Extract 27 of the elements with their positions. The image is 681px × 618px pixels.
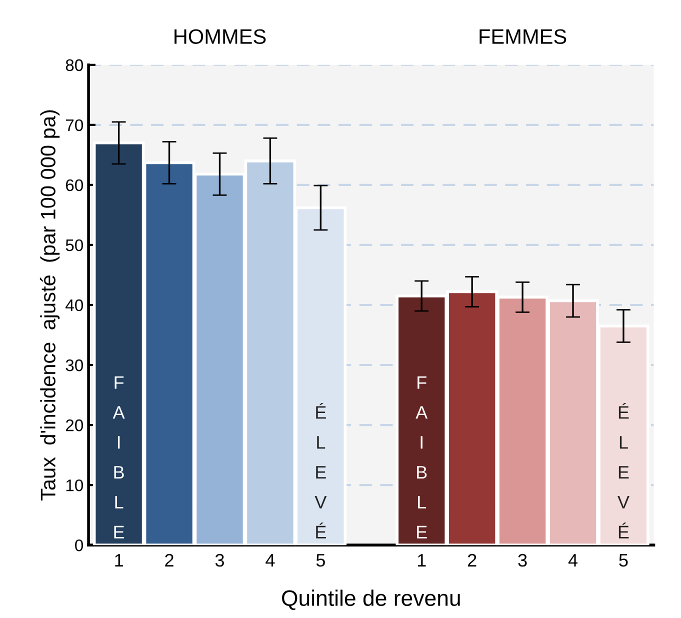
x-tick-label: 5 <box>619 554 628 567</box>
x-tick-label: 4 <box>568 554 578 566</box>
annotation: ÉLEVÉ <box>618 403 630 538</box>
text: FEMMES <box>480 29 566 44</box>
annotation: FAIBLE <box>416 376 428 538</box>
x-tick-label: 1 <box>115 554 123 566</box>
y-tick-label: 40 <box>66 299 84 312</box>
y-tick-label: 10 <box>66 479 84 492</box>
annotation: ÉLEVÉ <box>314 403 327 538</box>
x-tick-label: 5 <box>316 554 325 567</box>
y-tick-label: 30 <box>66 359 84 372</box>
x-tick-label: 1 <box>418 554 426 566</box>
y-tick-label: 60 <box>66 179 84 192</box>
y-tick-label: 80 <box>66 59 84 72</box>
y-tick-label: 20 <box>66 419 84 432</box>
x-tick-label: 3 <box>518 554 527 567</box>
annotation: FAIBLE <box>112 376 125 538</box>
x-axis-title: Quintile de revenu <box>282 590 460 610</box>
text: HOMMES <box>174 29 266 44</box>
y-tick-label: 50 <box>66 239 84 252</box>
x-tick-label: 2 <box>468 554 476 566</box>
y-axis-title: Taux d'incidence ajusté (par 100 000 pa) <box>40 110 60 500</box>
x-tick-label: 2 <box>165 554 174 566</box>
x-tick-label: 4 <box>266 554 275 566</box>
x-tick-label: 3 <box>215 554 224 567</box>
y-tick-label: 70 <box>66 119 84 132</box>
y-tick-label: 0 <box>75 539 84 552</box>
